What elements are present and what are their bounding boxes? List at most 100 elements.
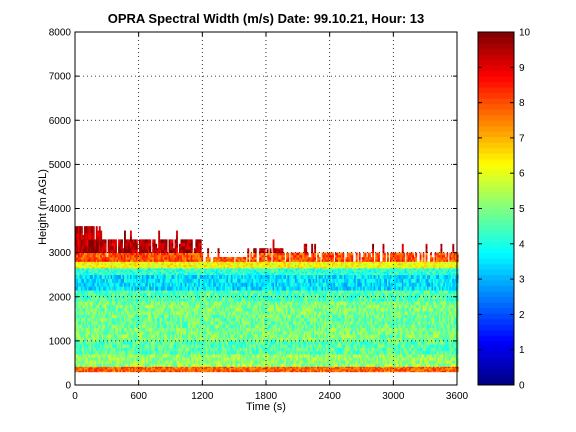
heatmap-cell — [165, 295, 168, 299]
heatmap-cell — [89, 369, 92, 371]
heatmap-cell — [122, 257, 125, 260]
heatmap-cell — [198, 357, 201, 361]
heatmap-cell — [232, 369, 235, 371]
heatmap-cell — [210, 301, 213, 305]
heatmap-cell — [181, 350, 184, 355]
heatmap-cell — [211, 369, 214, 371]
heatmap-cell — [232, 367, 235, 370]
heatmap-cell — [147, 354, 150, 358]
heatmap-cell — [183, 334, 186, 338]
heatmap-cell — [134, 278, 137, 283]
heatmap-cell — [177, 327, 180, 332]
heatmap-cell — [159, 321, 162, 325]
heatmap-cell — [222, 295, 224, 299]
heatmap-cell — [181, 334, 184, 338]
heatmap-cell — [225, 282, 227, 287]
heatmap-cell — [155, 366, 158, 369]
heatmap-cell — [129, 311, 132, 315]
heatmap-cell — [155, 268, 158, 271]
heatmap-cell — [129, 263, 132, 266]
heatmap-cell — [132, 317, 135, 322]
heatmap-cell — [103, 259, 106, 262]
heatmap-cell — [135, 298, 138, 302]
heatmap-cell — [76, 286, 79, 291]
heatmap-cell — [183, 330, 186, 335]
heatmap-cell — [226, 370, 229, 373]
heatmap-cell — [122, 298, 125, 302]
heatmap-cell — [144, 269, 147, 272]
heatmap-cell — [121, 330, 123, 335]
heatmap-cell — [186, 292, 189, 297]
heatmap-cell — [177, 278, 180, 283]
heatmap-cell — [118, 263, 120, 266]
heatmap-cell — [219, 278, 221, 283]
heatmap-cell — [207, 292, 210, 297]
heatmap-cell — [80, 261, 83, 264]
heatmap-cell — [76, 282, 79, 287]
heatmap-cell — [100, 269, 103, 272]
heatmap-cell — [101, 252, 104, 256]
heatmap-cell — [141, 257, 144, 260]
heatmap-cell — [135, 327, 138, 332]
heatmap-cell — [103, 278, 106, 283]
heatmap-cell — [104, 307, 107, 312]
heatmap-cell — [129, 264, 132, 267]
heatmap-cell — [86, 298, 89, 302]
heatmap-cell — [122, 344, 125, 348]
heatmap-cell — [220, 257, 223, 259]
heatmap-cell — [79, 370, 82, 373]
heatmap-cell — [225, 264, 227, 267]
heatmap-cell — [104, 344, 107, 348]
heatmap-cell — [219, 307, 221, 312]
heatmap-cell — [158, 271, 161, 274]
heatmap-cell — [230, 266, 233, 269]
heatmap-cell — [165, 370, 168, 373]
heatmap-cell — [121, 298, 123, 302]
heatmap-cell — [137, 307, 140, 312]
heatmap-cell — [75, 226, 77, 234]
heatmap-cell — [219, 366, 221, 369]
heatmap-cell — [146, 357, 149, 361]
heatmap-cell — [113, 327, 116, 332]
heatmap-cell — [170, 367, 172, 370]
heatmap-cell — [186, 269, 189, 272]
heatmap-cell — [171, 263, 174, 266]
heatmap-cell — [143, 295, 146, 299]
heatmap-cell — [134, 347, 137, 352]
heatmap-cell — [140, 266, 143, 269]
heatmap-cell — [176, 269, 178, 272]
heatmap-cell — [219, 260, 221, 262]
heatmap-cell — [193, 249, 196, 251]
heatmap-cell — [80, 350, 83, 355]
heatmap-cell — [162, 274, 165, 279]
heatmap-cell — [201, 295, 204, 299]
heatmap-cell — [106, 273, 109, 276]
heatmap-cell — [190, 269, 193, 272]
heatmap-cell — [214, 317, 217, 322]
heatmap-cell — [112, 324, 115, 329]
heatmap-cell — [82, 248, 85, 254]
heatmap-cell — [156, 266, 159, 269]
heatmap-cell — [159, 366, 162, 369]
heatmap-cell — [85, 360, 88, 364]
heatmap-cell — [228, 344, 230, 348]
heatmap-cell — [106, 260, 109, 262]
heatmap-cell — [118, 266, 120, 269]
heatmap-cell — [195, 360, 198, 364]
heatmap-cell — [225, 357, 227, 361]
heatmap-cell — [134, 307, 137, 312]
heatmap-cell — [211, 324, 214, 329]
heatmap-cell — [129, 252, 132, 256]
heatmap-cell — [190, 263, 193, 266]
heatmap-cell — [195, 304, 198, 309]
heatmap-cell — [168, 261, 171, 264]
heatmap-cell — [153, 269, 156, 272]
heatmap-cell — [228, 330, 230, 335]
heatmap-cell — [98, 274, 101, 279]
heatmap-cell — [122, 274, 125, 279]
heatmap-cell — [138, 367, 141, 370]
heatmap-cell — [83, 226, 86, 234]
heatmap-cell — [152, 268, 155, 271]
heatmap-cell — [170, 344, 172, 348]
heatmap-cell — [178, 295, 181, 299]
